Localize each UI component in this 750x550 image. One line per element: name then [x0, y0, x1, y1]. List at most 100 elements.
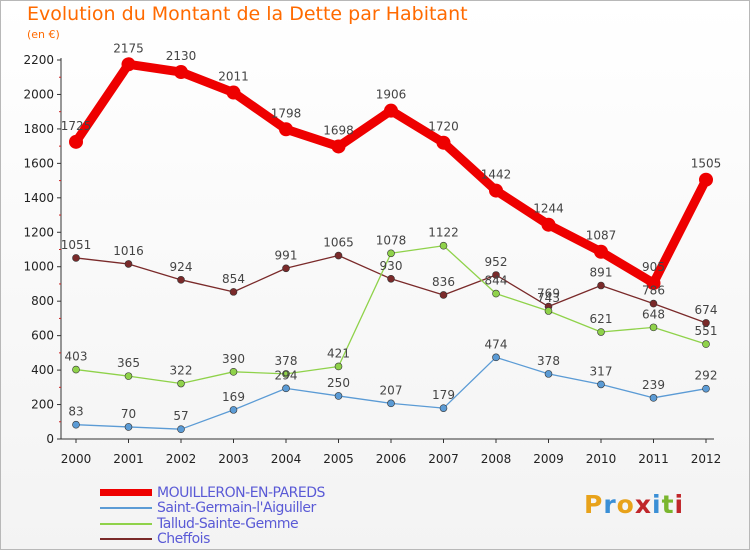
legend-item: Saint-Germain-l'Aiguiller	[100, 500, 325, 517]
data-label: 743	[537, 291, 560, 305]
y-tick-label: 2200	[23, 53, 54, 67]
data-label: 403	[65, 350, 88, 364]
data-point	[649, 299, 658, 308]
logo-letter: i	[652, 490, 662, 519]
y-tick-label: 1400	[23, 191, 54, 205]
data-point	[646, 276, 661, 291]
data-label: 1078	[376, 233, 407, 247]
data-point	[69, 134, 83, 149]
data-point	[282, 384, 290, 393]
data-point	[439, 404, 448, 412]
data-point	[544, 370, 553, 378]
data-label: 1122	[428, 226, 459, 240]
data-label: 365	[117, 356, 140, 370]
data-point	[124, 260, 133, 268]
data-label: 2011	[218, 70, 249, 84]
data-point	[597, 281, 605, 290]
data-point	[72, 365, 80, 374]
data-label: 786	[642, 284, 665, 298]
data-point	[541, 217, 556, 232]
legend-swatch	[100, 538, 152, 541]
y-tick-label: 2000	[23, 87, 54, 101]
data-label: 930	[380, 259, 403, 273]
data-label: 854	[222, 272, 245, 286]
axes: 0 200 400 600 800 1000 1200 1400 1600 1800 2000 220…	[23, 53, 721, 466]
logo-letter: r	[603, 490, 617, 519]
data-label: 1505	[691, 157, 722, 171]
data-point	[492, 271, 500, 279]
chart-unit: (en €)	[27, 28, 60, 41]
data-point	[489, 183, 503, 198]
data-label: 1065	[323, 236, 354, 250]
data-point	[702, 340, 710, 348]
data-point	[492, 289, 500, 298]
data-point	[439, 291, 448, 299]
logo-letter: o	[616, 490, 635, 519]
y-tick-label: 1200	[23, 225, 54, 239]
legend-swatch	[100, 522, 152, 525]
data-label: 250	[327, 376, 350, 390]
data-label: 952	[485, 255, 508, 269]
legend-item: Cheffois	[100, 531, 325, 547]
data-point	[177, 379, 185, 388]
data-label: 1442	[481, 168, 512, 182]
data-point	[282, 264, 290, 273]
x-tick-label: 2002	[166, 452, 197, 466]
data-label: 1906	[376, 88, 407, 102]
x-tick-label: 2007	[428, 452, 459, 466]
data-point	[229, 406, 238, 414]
data-label: 207	[380, 383, 403, 397]
logo-letter: i	[674, 490, 685, 519]
data-label: 294	[275, 368, 298, 382]
legend-label: Tallud-Sainte-Gemme	[157, 515, 299, 532]
data-point	[174, 65, 188, 80]
data-point	[279, 122, 293, 137]
data-point	[436, 135, 451, 150]
x-tick-label: 2009	[533, 452, 564, 466]
x-tick-label: 2003	[218, 452, 249, 466]
data-label: 905	[642, 260, 665, 274]
series-points	[69, 57, 713, 433]
legend-swatch	[100, 489, 152, 497]
y-tick-label: 600	[31, 329, 54, 343]
legend-item: Tallud-Sainte-Gemme	[100, 516, 325, 532]
x-tick-label: 2011	[638, 452, 669, 466]
data-point	[699, 172, 713, 187]
x-tick-label: 2001	[113, 452, 144, 466]
y-tick-label: 1800	[23, 122, 54, 136]
data-point	[72, 254, 80, 262]
data-label: 57	[173, 409, 188, 423]
data-label: 1051	[61, 238, 92, 252]
data-point	[229, 288, 238, 296]
data-point	[124, 423, 133, 431]
legend-swatch	[100, 507, 152, 510]
chart-title: Evolution du Montant de la Dette par Hab…	[27, 3, 468, 25]
data-label: 551	[695, 324, 718, 338]
data-labels: 1051 1016 924 854 991 1065 930 836 952 769 891 786 6…	[61, 41, 722, 423]
legend-item: MOUILLERON-EN-PAREDS	[100, 485, 325, 501]
data-point	[649, 394, 658, 402]
data-point	[177, 425, 185, 433]
legend-label: Saint-Germain-l'Aiguiller	[157, 500, 316, 517]
y-tick-label: 200	[31, 398, 54, 412]
logo-letter: t	[661, 490, 675, 519]
data-label: 621	[590, 312, 613, 326]
data-label: 421	[327, 346, 350, 360]
data-point	[282, 370, 290, 378]
data-label: 169	[222, 390, 245, 404]
data-point	[72, 420, 80, 429]
data-label: 836	[432, 275, 455, 289]
data-point	[177, 276, 185, 284]
data-label: 1016	[113, 244, 144, 258]
x-tick-label: 2005	[323, 452, 354, 466]
data-point	[334, 362, 343, 371]
legend-label: MOUILLERON-EN-PAREDS	[157, 484, 325, 501]
data-point	[492, 353, 500, 362]
data-point	[387, 249, 395, 258]
x-tick-label: 2010	[586, 452, 617, 466]
data-point	[387, 274, 395, 283]
data-label: 1087	[586, 229, 617, 243]
data-point	[334, 392, 343, 400]
